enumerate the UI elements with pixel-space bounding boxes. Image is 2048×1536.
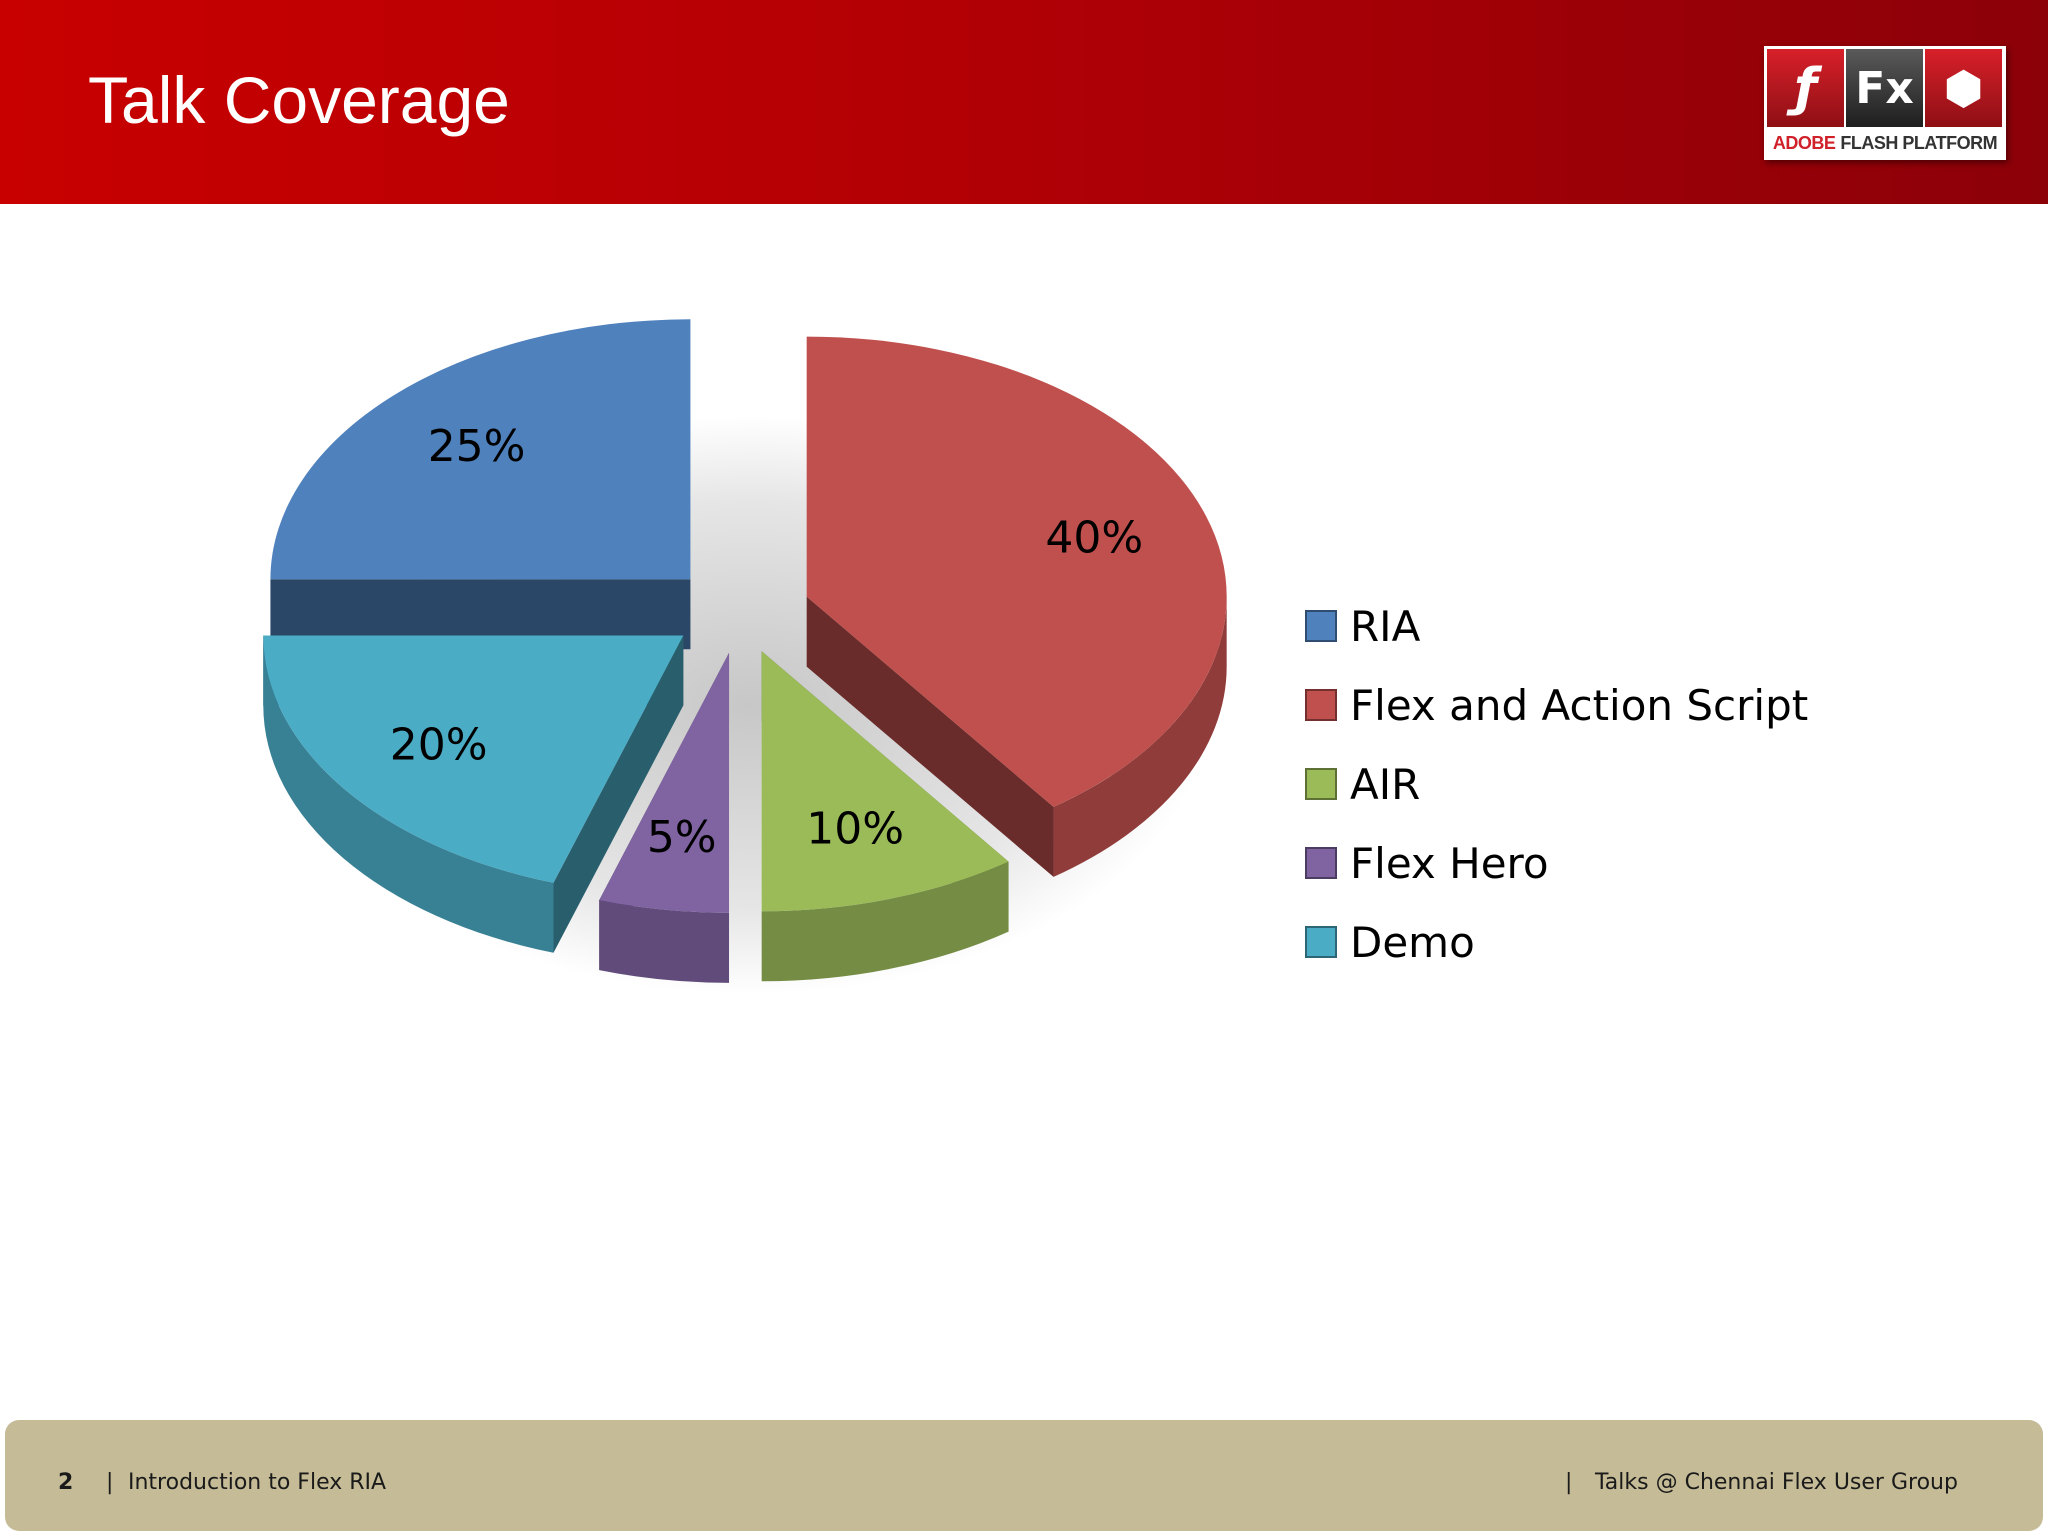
legend-swatch-air [1306, 769, 1336, 799]
pie-slices [263, 319, 1226, 995]
value-label-demo: 20% [390, 720, 488, 771]
legend-label-ria: RIA [1350, 602, 1421, 651]
legend-swatch-flex-hero [1306, 848, 1336, 878]
legend-label-flex-and-action-script: Flex and Action Script [1350, 681, 1808, 730]
legend-swatch-ria [1306, 611, 1336, 641]
legend-swatch-flex-and-action-script [1306, 690, 1336, 720]
pie-slice-ria [270, 319, 690, 649]
footer-separator-right: | [1565, 1470, 1572, 1495]
footer-event-name: Talks @ Chennai Flex User Group [1595, 1470, 1958, 1495]
slide-footer: 2 | Introduction to Flex RIA | Talks @ C… [5, 1420, 2043, 1531]
legend-label-flex-hero: Flex Hero [1350, 839, 1549, 888]
value-label-air: 10% [806, 803, 904, 854]
legend-label-air: AIR [1350, 760, 1420, 809]
chart-legend: RIA Flex and Action Script AIR Flex Hero Dem… [1306, 602, 1808, 967]
legend-label-demo: Demo [1350, 918, 1475, 967]
value-label-flex-and-action-script: 40% [1045, 513, 1143, 564]
footer-presentation-title: Introduction to Flex RIA [128, 1470, 386, 1495]
page-number: 2 [58, 1470, 73, 1495]
value-label-flex-hero: 5% [647, 812, 717, 863]
value-label-ria: 25% [428, 421, 526, 472]
legend-swatch-demo [1306, 927, 1336, 957]
footer-separator-left: | [106, 1470, 113, 1495]
